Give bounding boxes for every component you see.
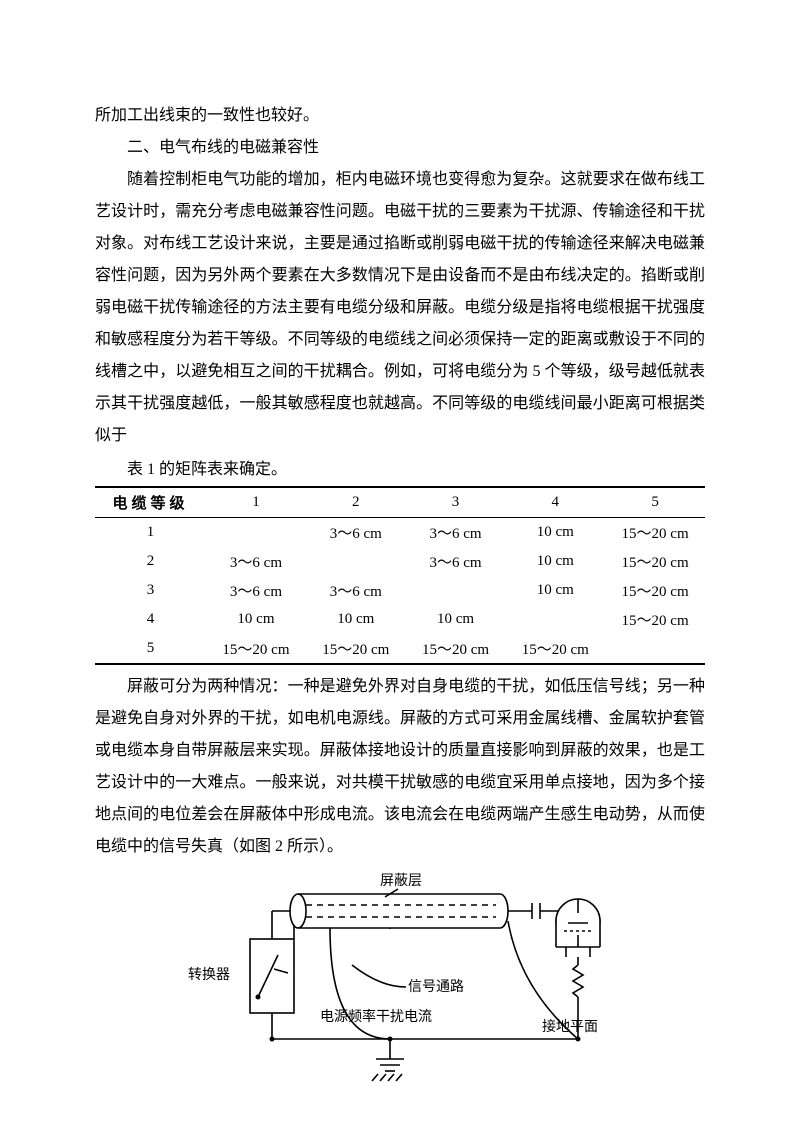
- table-cell: 15～20 cm: [505, 634, 605, 664]
- label-shield-layer: 屏蔽层: [380, 873, 422, 889]
- table-cell: [605, 634, 705, 664]
- table-cell: 15～20 cm: [605, 605, 705, 634]
- table-cell: 3～6 cm: [306, 518, 406, 548]
- table-header-cell: 5: [605, 487, 705, 518]
- section-heading: 二、电气布线的电磁兼容性: [95, 132, 705, 164]
- label-interference-current: 电源频率干扰电流: [320, 1008, 432, 1025]
- table-cell: 3～6 cm: [206, 547, 306, 576]
- table-caption-line: 表 1 的矩阵表来确定。: [95, 456, 705, 484]
- table-cell: 3～6 cm: [306, 576, 406, 605]
- table-cell: 15～20 cm: [605, 576, 705, 605]
- table-cell: 10 cm: [505, 518, 605, 548]
- table-cell: 5: [95, 634, 206, 664]
- table-cell: 3～6 cm: [206, 576, 306, 605]
- table-cell: 10 cm: [406, 605, 506, 634]
- table-cell: 4: [95, 605, 206, 634]
- table-cell: 15～20 cm: [306, 634, 406, 664]
- table-cell: [505, 605, 605, 634]
- table-cell: 15～20 cm: [605, 547, 705, 576]
- table-cell: 10 cm: [505, 576, 605, 605]
- table-header-row: 电缆等级 1 2 3 4 5: [95, 487, 705, 518]
- table-cell: [306, 547, 406, 576]
- table-header-cell: 1: [206, 487, 306, 518]
- table-header-cell: 电缆等级: [95, 487, 206, 518]
- cable-grade-table: 电缆等级 1 2 3 4 5 1 3～6 cm 3～6 cm 10 cm 15～…: [95, 486, 705, 665]
- table-header-cell: 2: [306, 487, 406, 518]
- table-cell: 10 cm: [306, 605, 406, 634]
- table-cell: [406, 576, 506, 605]
- table-row: 4 10 cm 10 cm 10 cm 15～20 cm: [95, 605, 705, 634]
- table-row: 1 3～6 cm 3～6 cm 10 cm 15～20 cm: [95, 518, 705, 548]
- table-row: 5 15～20 cm 15～20 cm 15～20 cm 15～20 cm: [95, 634, 705, 664]
- table-header-cell: 4: [505, 487, 605, 518]
- table-cell: 15～20 cm: [406, 634, 506, 664]
- table-header-cell: 3: [406, 487, 506, 518]
- table-cell: 15～20 cm: [206, 634, 306, 664]
- label-signal-path: 信号通路: [408, 979, 464, 995]
- table-cell: 10 cm: [505, 547, 605, 576]
- table-row: 2 3～6 cm 3～6 cm 10 cm 15～20 cm: [95, 547, 705, 576]
- label-converter: 转换器: [188, 966, 230, 983]
- table-cell: 10 cm: [206, 605, 306, 634]
- paragraph-continued: 所加工出线束的一致性也较好。: [95, 100, 705, 132]
- table-cell: 3: [95, 576, 206, 605]
- table-cell: 1: [95, 518, 206, 548]
- table-cell: 3～6 cm: [406, 518, 506, 548]
- figure-shielding-diagram: 屏蔽层 转换器: [180, 869, 620, 1094]
- paragraph-emc: 随着控制柜电气功能的增加，柜内电磁环境也变得愈为复杂。这就要求在做布线工艺设计时…: [95, 164, 705, 452]
- table-row: 3 3～6 cm 3～6 cm 10 cm 15～20 cm: [95, 576, 705, 605]
- paragraph-shielding: 屏蔽可分为两种情况：一种是避免外界对自身电缆的干扰，如低压信号线；另一种是避免自…: [95, 671, 705, 863]
- document-page: 所加工出线束的一致性也较好。 二、电气布线的电磁兼容性 随着控制柜电气功能的增加…: [0, 0, 800, 1132]
- table-cell: 15～20 cm: [605, 518, 705, 548]
- table-cell: [206, 518, 306, 548]
- diagram-svg: 屏蔽层 转换器: [180, 869, 620, 1089]
- table-cell: 2: [95, 547, 206, 576]
- table-cell: 3～6 cm: [406, 547, 506, 576]
